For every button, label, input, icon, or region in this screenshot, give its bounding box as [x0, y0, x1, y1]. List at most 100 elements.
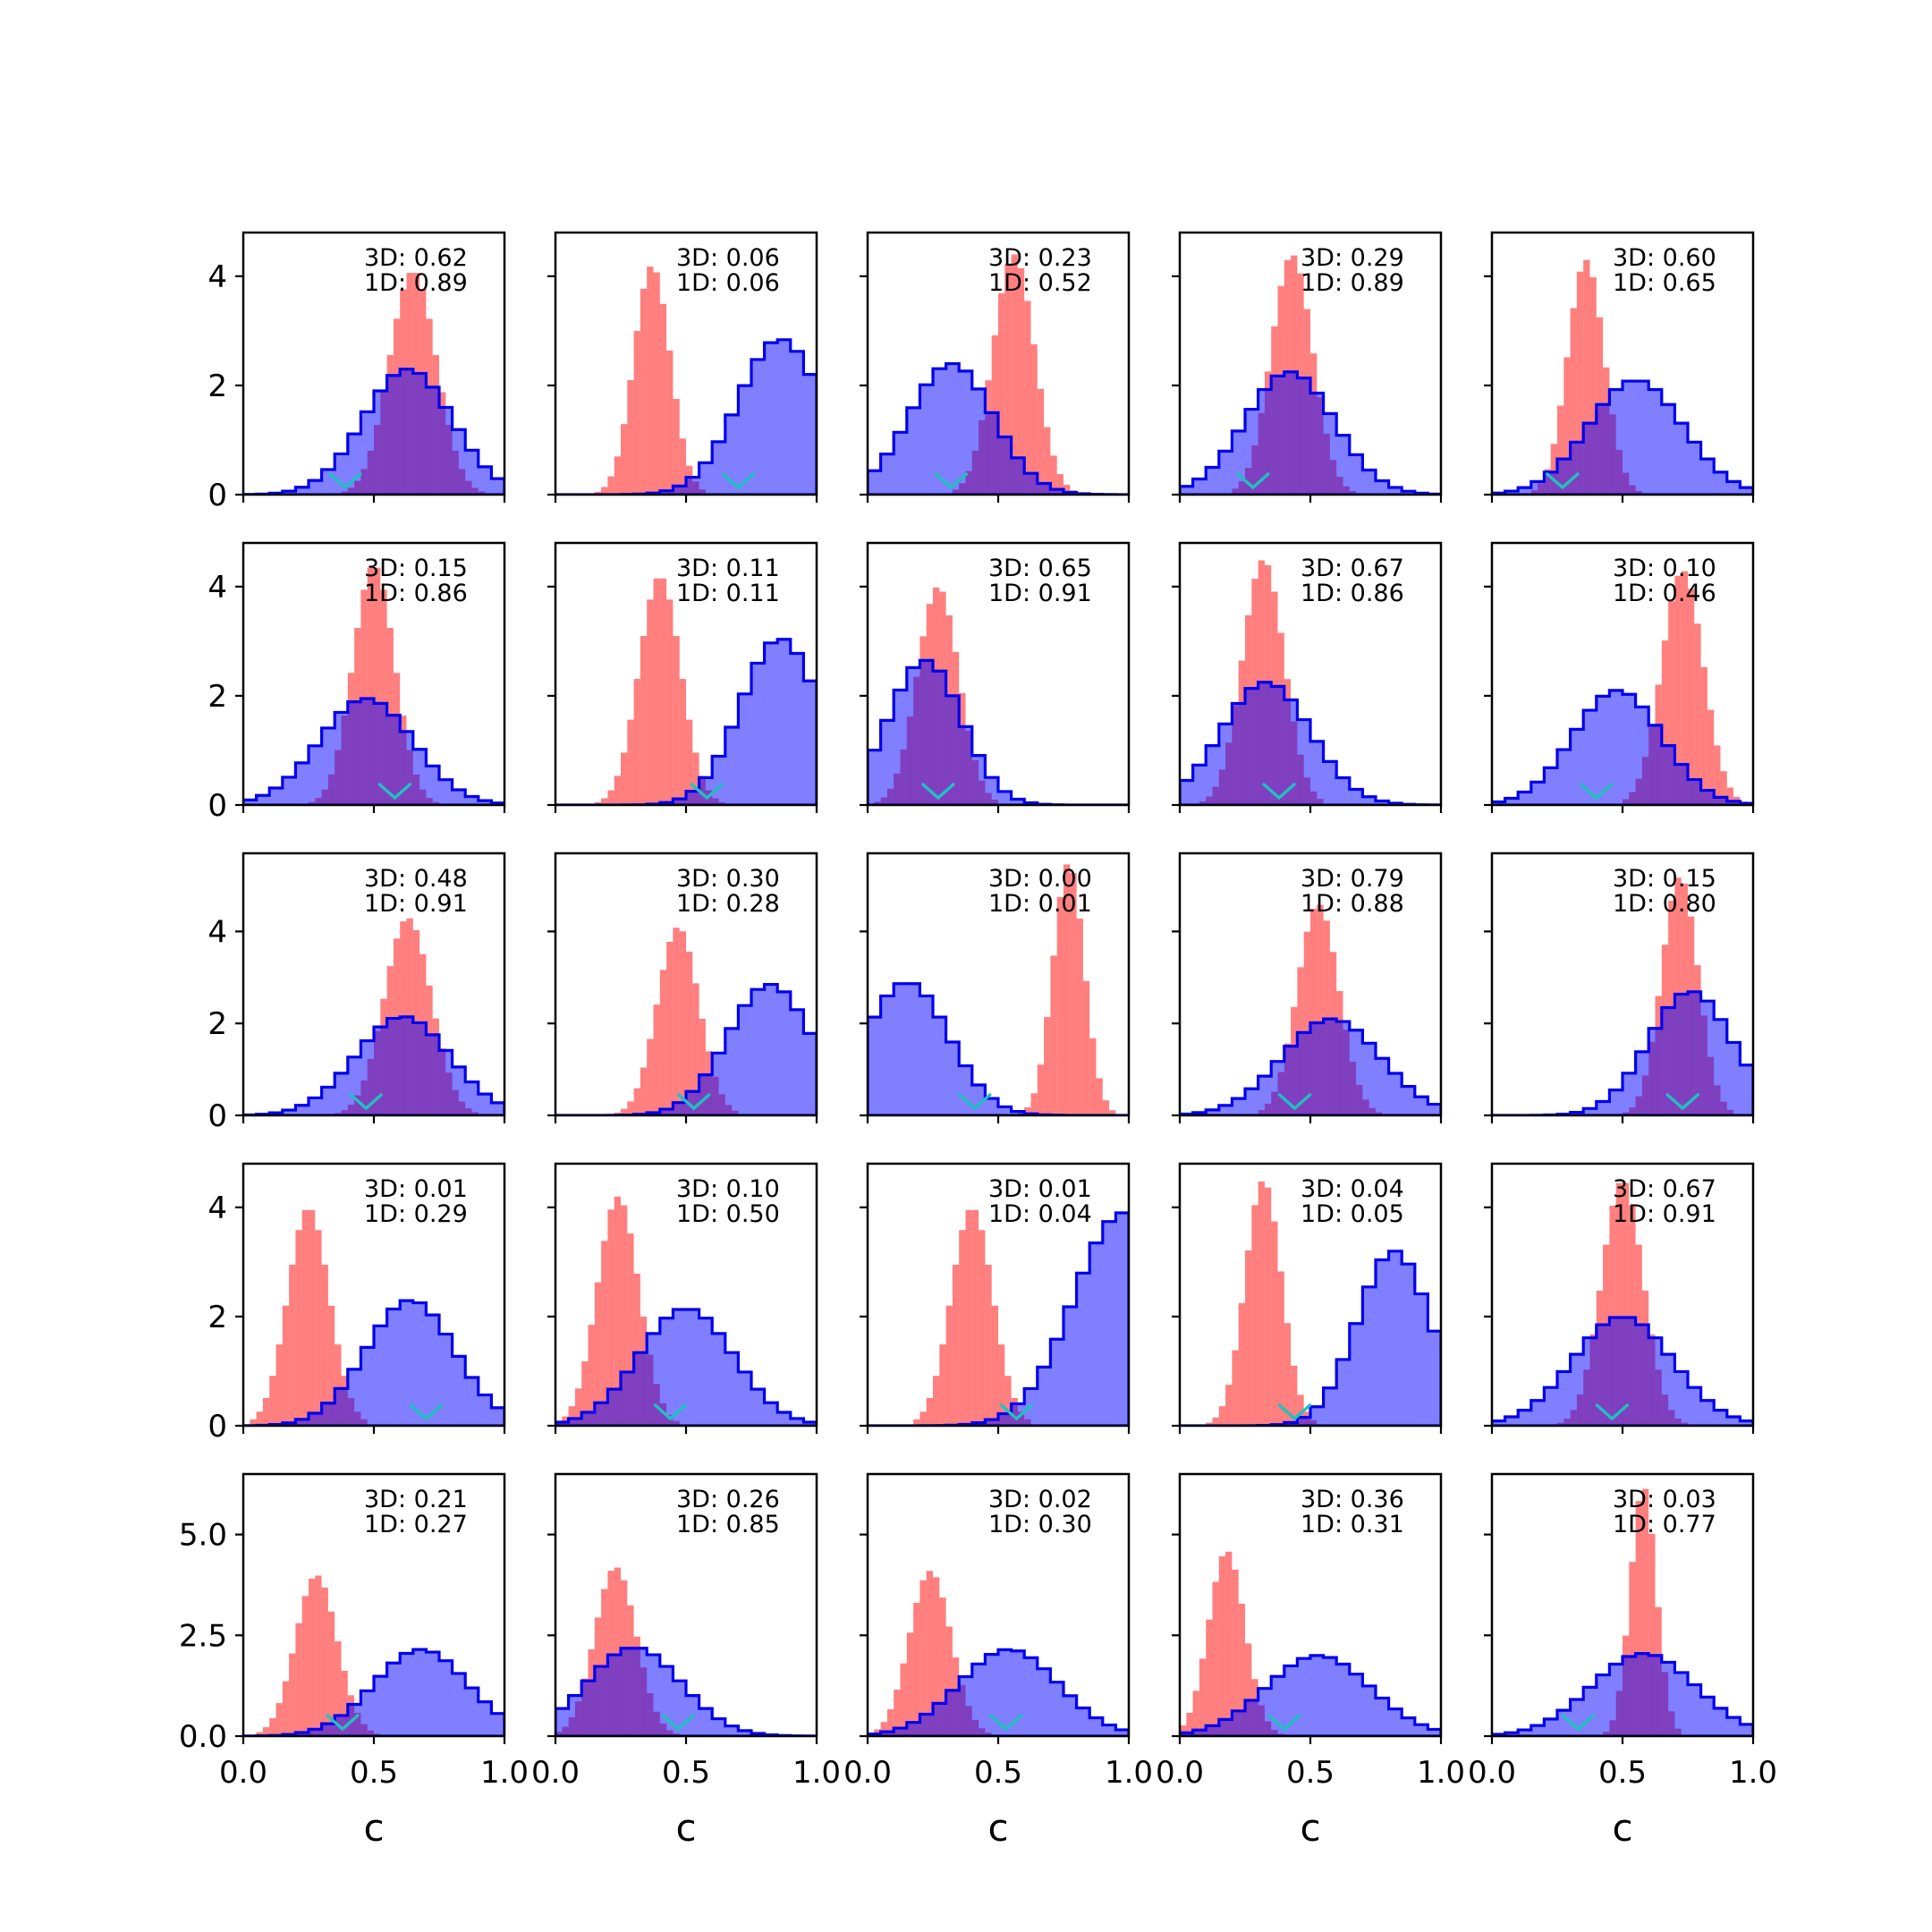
red-hist-bar	[686, 719, 693, 805]
plot-area	[868, 1209, 1129, 1426]
annotation-1d: 1D: 0.05	[1301, 1200, 1404, 1228]
red-hist-bar	[1089, 1038, 1097, 1115]
annotation-3d: 3D: 0.01	[988, 1175, 1092, 1203]
blue-hist-fill	[555, 984, 817, 1115]
red-hist-bar	[1714, 745, 1721, 805]
blue-hist-fill	[868, 660, 1129, 805]
red-hist-bar	[679, 931, 686, 1115]
red-hist-bar	[627, 379, 634, 495]
blue-hist-step	[1180, 370, 1441, 495]
red-hist-bar	[289, 1653, 296, 1736]
red-hist-bar	[659, 970, 667, 1115]
red-hist-bar	[666, 941, 674, 1115]
red-hist-bar	[1570, 308, 1577, 495]
red-hist-bar	[673, 398, 680, 495]
annotation-1d: 1D: 0.89	[364, 269, 468, 297]
red-hist-bar	[614, 1196, 621, 1426]
x-axis-label: c	[987, 1806, 1008, 1850]
red-hist-bar	[1303, 931, 1310, 1115]
red-hist-bar	[295, 1230, 302, 1426]
annotation-3d: 3D: 0.04	[1301, 1175, 1404, 1203]
red-hist-bar	[1245, 1643, 1252, 1736]
annotation-3d: 3D: 0.48	[364, 865, 468, 893]
plot-area	[1492, 1488, 1753, 1736]
red-hist-bar	[1563, 357, 1571, 495]
plot-area	[868, 1571, 1129, 1736]
red-hist-bar	[1017, 267, 1025, 495]
red-hist-bar	[327, 1611, 335, 1736]
blue-hist-step	[243, 1015, 504, 1115]
blue-hist-fill	[555, 1309, 817, 1426]
red-hist-bar	[621, 424, 628, 495]
red-hist-bar	[301, 1209, 309, 1426]
marker-chevron	[921, 783, 955, 801]
red-hist-bar	[1037, 388, 1045, 495]
red-hist-bar	[965, 1209, 972, 1426]
red-hist-bar	[1199, 1658, 1207, 1736]
blue-hist-fill	[1492, 381, 1753, 495]
y-tick-label: 0	[208, 478, 227, 513]
plot-area	[1492, 1182, 1753, 1426]
red-hist-bar	[1668, 601, 1675, 805]
red-hist-bar	[1004, 263, 1012, 495]
red-hist-bar	[1056, 896, 1063, 1115]
red-hist-bar	[1576, 271, 1584, 495]
red-hist-bar	[574, 1388, 582, 1426]
red-hist-bar	[1206, 1422, 1213, 1426]
blue-hist-fill	[1492, 1653, 1753, 1736]
marker-chevron	[1595, 1403, 1630, 1421]
red-hist-bar	[275, 1344, 283, 1426]
blue-hist-step	[243, 697, 504, 805]
marker-chevron	[989, 1714, 1023, 1732]
annotation-3d: 3D: 0.62	[364, 244, 468, 272]
red-hist-bar	[601, 798, 608, 805]
plot-area	[1492, 259, 1753, 495]
y-tick-label: 5.0	[179, 1518, 227, 1554]
red-hist-bar	[959, 1230, 966, 1426]
red-hist-bar	[588, 1325, 595, 1426]
red-hist-bar	[906, 1632, 914, 1736]
red-hist-bar	[621, 752, 628, 805]
red-hist-bar	[315, 1575, 322, 1736]
annotation-1d: 1D: 0.29	[364, 1200, 468, 1228]
annotation-3d: 3D: 0.67	[1613, 1175, 1716, 1203]
blue-hist-step	[243, 1648, 504, 1736]
red-hist-bar	[633, 1088, 640, 1115]
annotation-3d: 3D: 0.79	[1301, 865, 1404, 893]
red-hist-bar	[1258, 1181, 1265, 1426]
red-hist-bar	[1192, 1690, 1199, 1736]
red-hist-bar	[301, 1596, 309, 1736]
red-hist-bar	[653, 272, 660, 495]
red-hist-bar	[1011, 254, 1018, 495]
red-hist-bar	[1070, 873, 1077, 1115]
blue-hist-step	[555, 1308, 817, 1426]
red-hist-bar	[991, 1305, 998, 1426]
annotation-3d: 3D: 0.23	[988, 244, 1092, 272]
red-hist-bar	[1212, 1417, 1219, 1426]
red-hist-bar	[367, 567, 374, 805]
red-hist-bar	[998, 1344, 1005, 1426]
red-hist-bar	[1694, 623, 1701, 805]
marker-chevron	[653, 1403, 688, 1421]
x-tick-label: 0.0	[219, 1755, 267, 1791]
annotation-1d: 1D: 0.11	[676, 580, 780, 607]
red-hist-bar	[913, 1602, 920, 1736]
red-hist-bar	[627, 1101, 634, 1115]
red-hist-bar	[933, 1376, 940, 1426]
red-hist-bar	[926, 1397, 933, 1426]
red-hist-bar	[666, 350, 674, 495]
marker-chevron	[377, 783, 412, 801]
annotation-1d: 1D: 0.77	[1613, 1511, 1716, 1538]
annotation-1d: 1D: 0.31	[1301, 1511, 1404, 1538]
